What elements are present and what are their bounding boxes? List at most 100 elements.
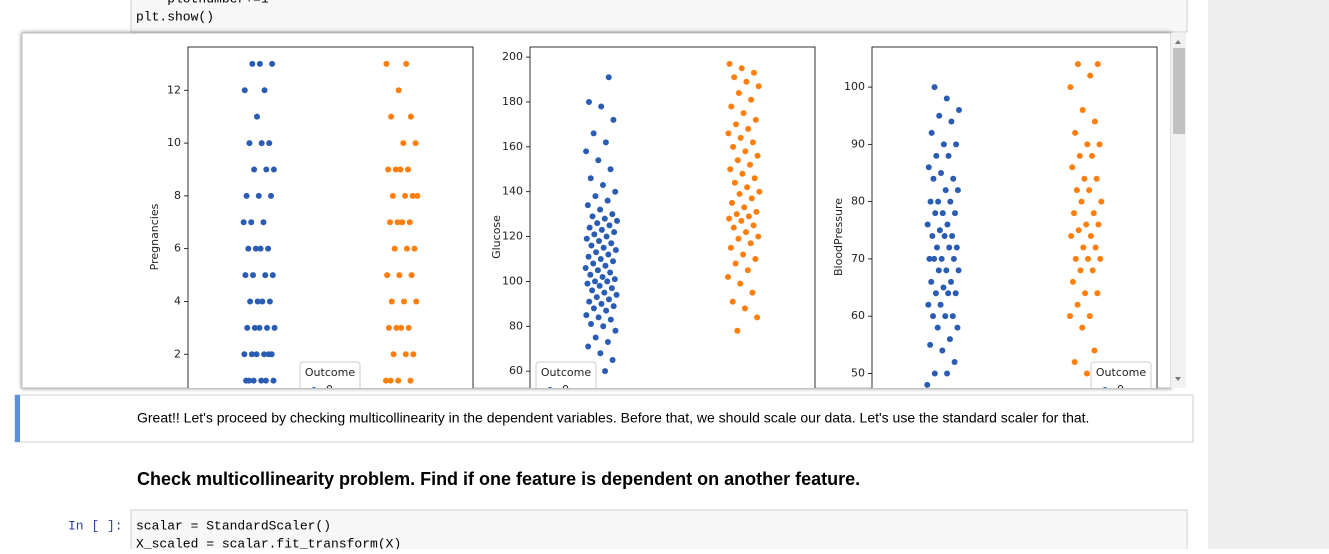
point — [945, 152, 952, 159]
point — [737, 134, 744, 141]
point — [735, 235, 742, 242]
point — [930, 313, 937, 320]
y-axis-label: Glucose — [490, 215, 503, 259]
markdown-text: Great!! Let's proceed by checking multic… — [137, 410, 1089, 426]
point — [1098, 198, 1105, 205]
axes-frame — [187, 46, 474, 388]
point — [946, 336, 953, 343]
point — [610, 116, 617, 123]
point — [1076, 152, 1083, 159]
point — [397, 166, 404, 173]
point — [269, 60, 276, 67]
point — [1095, 221, 1102, 228]
point — [940, 141, 947, 148]
point — [592, 334, 599, 341]
point — [393, 324, 400, 331]
y-tick-label: 10 — [167, 136, 181, 149]
point — [612, 247, 619, 254]
point — [1081, 175, 1088, 182]
point — [613, 217, 620, 224]
point — [611, 229, 618, 236]
point — [599, 273, 606, 280]
point — [587, 175, 594, 182]
point — [255, 192, 262, 199]
point — [246, 140, 253, 147]
point — [600, 323, 607, 330]
point — [1091, 347, 1098, 354]
point — [402, 192, 409, 199]
point — [600, 244, 607, 251]
point — [736, 190, 743, 197]
point — [949, 313, 956, 320]
point — [931, 84, 938, 91]
point — [745, 213, 752, 220]
code-input[interactable] — [130, 509, 1188, 554]
point — [750, 69, 757, 76]
point — [1092, 244, 1099, 251]
point — [401, 298, 408, 305]
point — [1074, 301, 1081, 308]
point — [1073, 187, 1080, 194]
point — [602, 368, 609, 375]
point — [1067, 313, 1074, 320]
y-tick-label: 2 — [174, 347, 181, 360]
point — [586, 298, 593, 305]
point — [951, 359, 958, 365]
point — [392, 166, 399, 173]
point — [933, 152, 940, 159]
point — [734, 157, 741, 164]
legend-title: Outcome — [1096, 366, 1146, 379]
point — [733, 211, 740, 218]
y-tick-label: 180 — [502, 95, 523, 108]
point — [748, 195, 755, 202]
y-tick-label: 12 — [167, 83, 181, 96]
point — [259, 298, 266, 305]
point — [752, 116, 759, 123]
heading: Check multicollinearity problem. Find if… — [137, 469, 860, 489]
code-input[interactable] — [130, 0, 1188, 33]
point — [744, 267, 751, 274]
point — [608, 285, 615, 292]
point — [391, 245, 398, 252]
point — [247, 298, 254, 305]
point — [597, 350, 604, 357]
point — [1083, 370, 1090, 377]
point — [268, 351, 275, 358]
point — [1083, 221, 1090, 228]
point — [939, 210, 946, 217]
point — [594, 220, 601, 227]
point — [953, 244, 960, 251]
point — [606, 296, 613, 303]
scroll-up[interactable] — [1175, 40, 1181, 44]
point — [591, 231, 598, 238]
legend — [1090, 361, 1152, 388]
point — [395, 377, 402, 384]
point — [262, 272, 269, 279]
scrollbar-thumb[interactable] — [1173, 48, 1185, 134]
point — [400, 140, 407, 147]
markdown-cell[interactable] — [14, 394, 1194, 443]
point — [944, 370, 951, 377]
point — [590, 260, 597, 267]
point — [749, 139, 756, 146]
y-axis-label: Pregnancies — [148, 203, 161, 270]
point — [608, 240, 615, 247]
point — [612, 188, 619, 195]
point — [595, 157, 602, 164]
point — [588, 242, 595, 249]
point — [252, 245, 259, 252]
point — [596, 282, 603, 289]
point — [606, 222, 613, 229]
point — [1087, 72, 1094, 79]
point — [403, 245, 410, 252]
point — [734, 327, 741, 334]
point — [947, 198, 954, 205]
point — [1072, 255, 1079, 262]
point — [261, 351, 268, 358]
point — [390, 351, 397, 358]
point — [592, 278, 599, 285]
point — [952, 290, 959, 297]
point — [730, 224, 737, 231]
scroll-down[interactable] — [1175, 377, 1181, 381]
point — [387, 219, 394, 226]
